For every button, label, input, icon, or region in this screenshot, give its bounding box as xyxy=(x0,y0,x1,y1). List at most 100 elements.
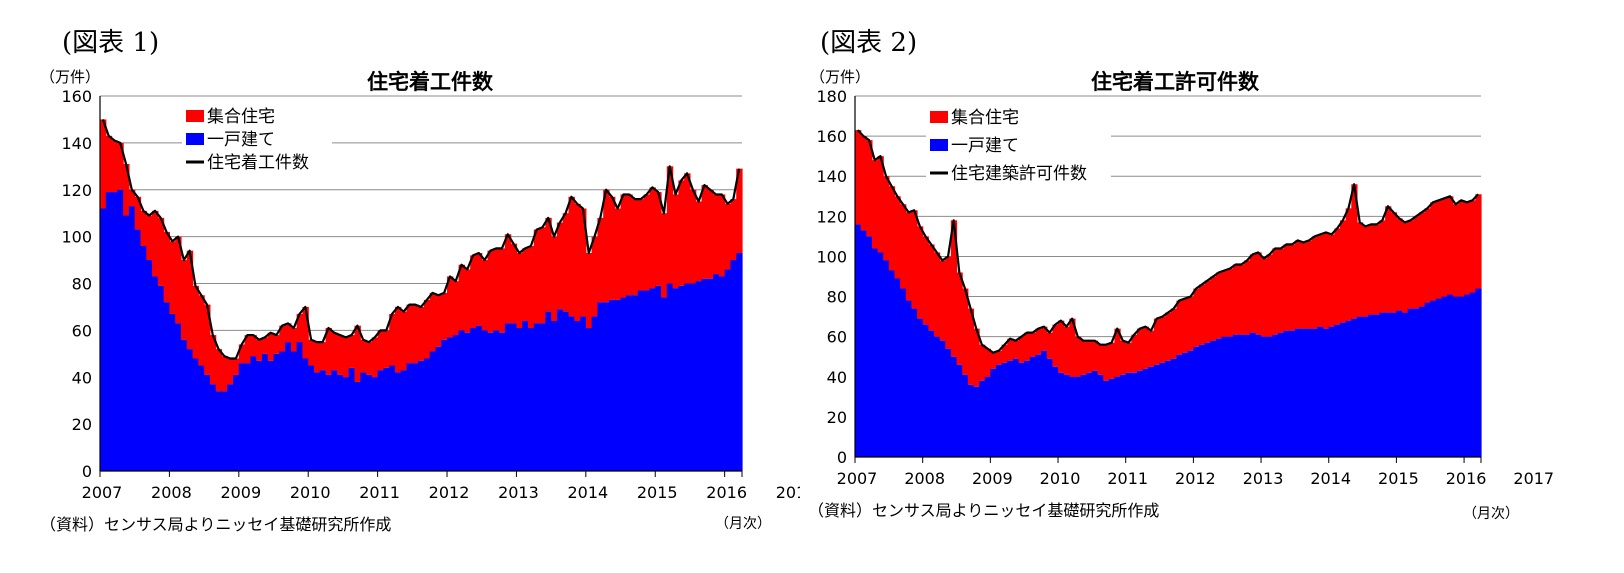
bar-single-family-month-89 xyxy=(608,299,616,471)
series-line-total xyxy=(857,129,1479,354)
legend-label-single-family: 一戸建て xyxy=(951,136,1019,156)
bar-multi-family-month-106 xyxy=(1447,196,1454,295)
y-unit-label-1: （万件） xyxy=(40,68,101,86)
y-tick-label: 120 xyxy=(61,181,92,200)
bar-single-family-month-49 xyxy=(377,370,385,471)
bar-single-family-month-54 xyxy=(406,363,413,471)
bar-multi-family-month-36 xyxy=(1052,324,1059,367)
bar-multi-family-month-10 xyxy=(152,210,159,277)
bar-single-family-month-82 xyxy=(1311,328,1319,457)
bar-single-family-month-83 xyxy=(1317,326,1324,457)
x-tick-label: 2017 xyxy=(776,483,800,502)
bar-single-family-month-2 xyxy=(860,230,867,457)
x-tick-label: 2007 xyxy=(82,483,123,502)
bar-multi-family-month-49 xyxy=(1125,342,1132,373)
bar-single-family-month-27 xyxy=(1001,362,1008,457)
y-tick-label: 180 xyxy=(816,87,847,106)
bar-multi-family-month-96 xyxy=(1390,212,1398,313)
bar-multi-family-month-31 xyxy=(273,335,280,354)
bar-single-family-month-67 xyxy=(1227,336,1234,457)
bar-multi-family-month-1 xyxy=(100,119,107,209)
bar-single-family-month-79 xyxy=(1294,328,1302,457)
bar-multi-family-month-7 xyxy=(134,196,142,230)
bar-single-family-month-29 xyxy=(261,353,269,471)
bar-single-family-month-110 xyxy=(1469,292,1476,457)
bar-single-family-month-34 xyxy=(1041,350,1048,457)
bar-multi-family-month-75 xyxy=(1272,248,1279,335)
bar-multi-family-month-28 xyxy=(256,339,263,361)
bar-single-family-month-65 xyxy=(1215,338,1223,457)
bar-single-family-month-87 xyxy=(1340,322,1347,457)
bar-multi-family-month-22 xyxy=(973,328,980,387)
bar-multi-family-month-62 xyxy=(1199,284,1206,345)
bar-multi-family-month-24 xyxy=(233,358,240,375)
bar-multi-family-month-6 xyxy=(883,176,890,261)
bar-single-family-month-91 xyxy=(620,297,627,471)
bar-multi-family-month-46 xyxy=(360,339,367,373)
bar-single-family-month-104 xyxy=(1435,298,1443,457)
bar-multi-family-month-13 xyxy=(169,241,176,314)
bar-single-family-month-71 xyxy=(1249,332,1257,457)
bar-multi-family-month-45 xyxy=(354,325,361,382)
bar-single-family-month-1 xyxy=(855,224,862,457)
bar-multi-family-month-41 xyxy=(331,332,338,371)
bar-single-family-month-11 xyxy=(157,285,165,471)
bar-multi-family-month-109 xyxy=(724,203,732,270)
bar-single-family-month-25 xyxy=(990,368,997,457)
bar-multi-family-month-56 xyxy=(418,306,425,361)
bar-single-family-month-44 xyxy=(1097,374,1104,457)
bar-multi-family-month-109 xyxy=(1464,202,1471,295)
bar-multi-family-month-17 xyxy=(945,256,952,349)
x-tick-label: 2014 xyxy=(1310,469,1351,488)
bar-multi-family-month-7 xyxy=(888,186,896,271)
bar-single-family-month-102 xyxy=(684,283,691,471)
bar-single-family-month-107 xyxy=(1452,296,1460,457)
bar-single-family-month-57 xyxy=(1170,358,1178,457)
bar-single-family-month-46 xyxy=(360,372,367,471)
bar-single-family-month-5 xyxy=(123,215,130,471)
bar-multi-family-month-104 xyxy=(695,201,703,282)
bar-multi-family-month-66 xyxy=(1221,270,1228,337)
bar-single-family-month-17 xyxy=(945,348,952,457)
bar-multi-family-month-4 xyxy=(117,142,124,190)
chart-title-1: 住宅着工件数 xyxy=(367,70,493,94)
y-tick-label: 100 xyxy=(61,228,92,247)
x-unit-label-2: （月次） xyxy=(1463,506,1519,522)
bar-single-family-month-22 xyxy=(973,386,980,457)
bar-multi-family-month-37 xyxy=(308,339,315,366)
bar-single-family-month-64 xyxy=(464,332,471,471)
bar-single-family-month-29 xyxy=(1012,358,1020,457)
y-tick-label: 80 xyxy=(72,275,92,294)
bar-single-family-month-50 xyxy=(383,367,390,471)
bar-multi-family-month-81 xyxy=(1306,240,1313,329)
bar-multi-family-month-54 xyxy=(406,304,413,364)
bar-single-family-month-95 xyxy=(1385,312,1392,457)
y-tick-label: 80 xyxy=(827,288,847,307)
bar-single-family-month-77 xyxy=(539,323,546,471)
bar-single-family-month-53 xyxy=(400,370,408,471)
bar-single-family-month-67 xyxy=(481,330,489,471)
bar-multi-family-month-50 xyxy=(383,330,390,368)
bar-multi-family-month-57 xyxy=(1170,308,1178,359)
x-tick-label: 2014 xyxy=(567,483,608,502)
bar-multi-family-month-93 xyxy=(632,199,639,296)
bar-single-family-month-63 xyxy=(1204,342,1211,457)
chart-title-2: 住宅着工許可件数 xyxy=(1091,70,1259,94)
bar-multi-family-month-92 xyxy=(1368,224,1375,315)
bar-single-family-month-8 xyxy=(894,278,901,457)
bar-multi-family-month-90 xyxy=(614,208,622,300)
bar-single-family-month-36 xyxy=(302,358,309,471)
y-tick-label: 120 xyxy=(816,207,847,226)
bar-single-family-month-52 xyxy=(1142,368,1149,457)
bar-multi-family-month-79 xyxy=(551,236,558,321)
bar-single-family-month-86 xyxy=(591,316,599,471)
bar-single-family-month-95 xyxy=(643,290,651,471)
bar-single-family-month-82 xyxy=(568,316,575,471)
bar-multi-family-month-85 xyxy=(1328,234,1335,327)
bar-multi-family-month-94 xyxy=(1379,220,1386,313)
x-tick-label: 2010 xyxy=(290,483,331,502)
bar-multi-family-month-74 xyxy=(1266,254,1273,337)
bar-multi-family-month-97 xyxy=(1396,218,1403,311)
legend-background xyxy=(182,104,332,181)
bar-single-family-month-62 xyxy=(1199,344,1206,457)
